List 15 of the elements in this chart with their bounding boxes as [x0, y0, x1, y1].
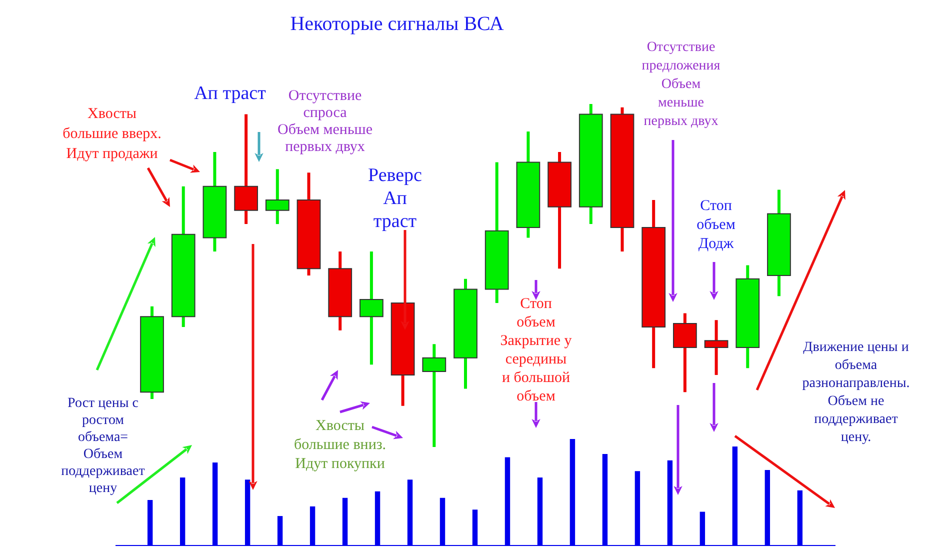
candlestick [704, 320, 728, 375]
annotation: Стоп объем Додж [696, 198, 736, 252]
annotation: Хвосты большие вверх. Идут продажи [62, 106, 162, 162]
candlestick [360, 251, 384, 365]
candlestick [265, 169, 290, 224]
chart-title: Некоторые сигналы ВСА [290, 13, 504, 35]
annotation: Рост цены с ростом объема= Объем поддерживает цену [61, 396, 145, 496]
candlestick [422, 344, 446, 447]
annotation: Ап траст [194, 83, 267, 104]
annotation: Реверс Ап траст [368, 165, 422, 232]
annotation: Отсутствие предложения Объем меньше первых двух [642, 40, 721, 129]
annotation: Отсутствие спроса Объем меньше первых двух [278, 88, 373, 155]
annotation: Стоп объем Закрытие у середины и большой объем [500, 296, 572, 404]
annotation: Движение цены и объема разнонаправлены. Объем не поддерживает цену. [802, 340, 910, 445]
annotation: Хвосты большие вниз. Идут покупки [294, 418, 386, 472]
